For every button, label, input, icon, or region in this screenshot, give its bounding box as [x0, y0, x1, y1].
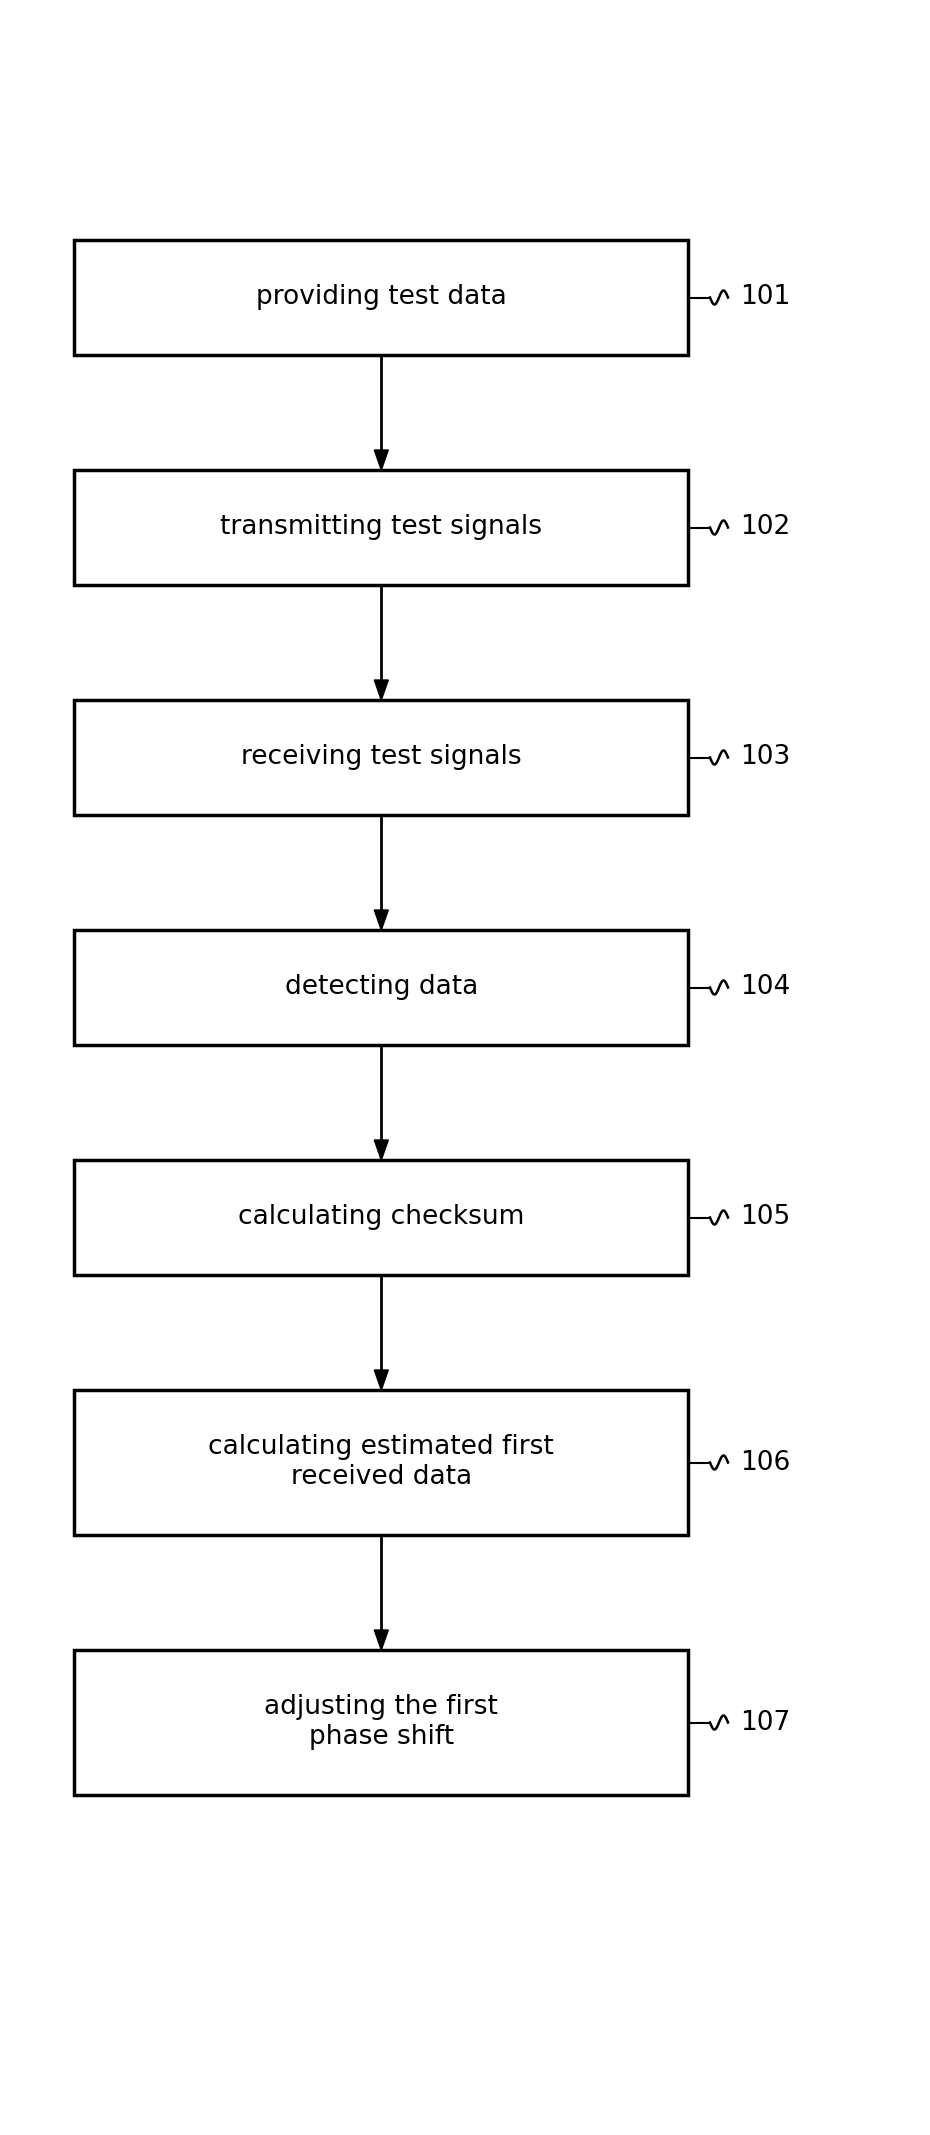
Text: 104: 104 [740, 974, 790, 1001]
Polygon shape [374, 1629, 389, 1650]
Bar [74, 700, 688, 816]
Bar [74, 1390, 688, 1535]
Polygon shape [374, 450, 389, 470]
Bar [74, 1650, 688, 1796]
Polygon shape [374, 1140, 389, 1159]
Text: 103: 103 [740, 745, 790, 771]
Text: providing test data: providing test data [256, 284, 507, 310]
Text: 101: 101 [740, 284, 790, 310]
Text: 107: 107 [740, 1710, 790, 1736]
Text: 106: 106 [740, 1450, 790, 1475]
Polygon shape [374, 1371, 389, 1390]
Polygon shape [374, 681, 389, 700]
Bar [74, 239, 688, 354]
Text: receiving test signals: receiving test signals [241, 745, 522, 771]
Bar [74, 470, 688, 585]
Text: 105: 105 [740, 1204, 790, 1230]
Text: detecting data: detecting data [285, 974, 478, 1001]
Bar [74, 931, 688, 1044]
Bar [74, 1159, 688, 1275]
Polygon shape [374, 910, 389, 931]
Text: calculating estimated first
received data: calculating estimated first received dat… [208, 1435, 554, 1490]
Text: adjusting the first
phase shift: adjusting the first phase shift [264, 1695, 498, 1751]
Text: 102: 102 [740, 515, 790, 540]
Text: calculating checksum: calculating checksum [238, 1204, 525, 1230]
Text: transmitting test signals: transmitting test signals [220, 515, 542, 540]
